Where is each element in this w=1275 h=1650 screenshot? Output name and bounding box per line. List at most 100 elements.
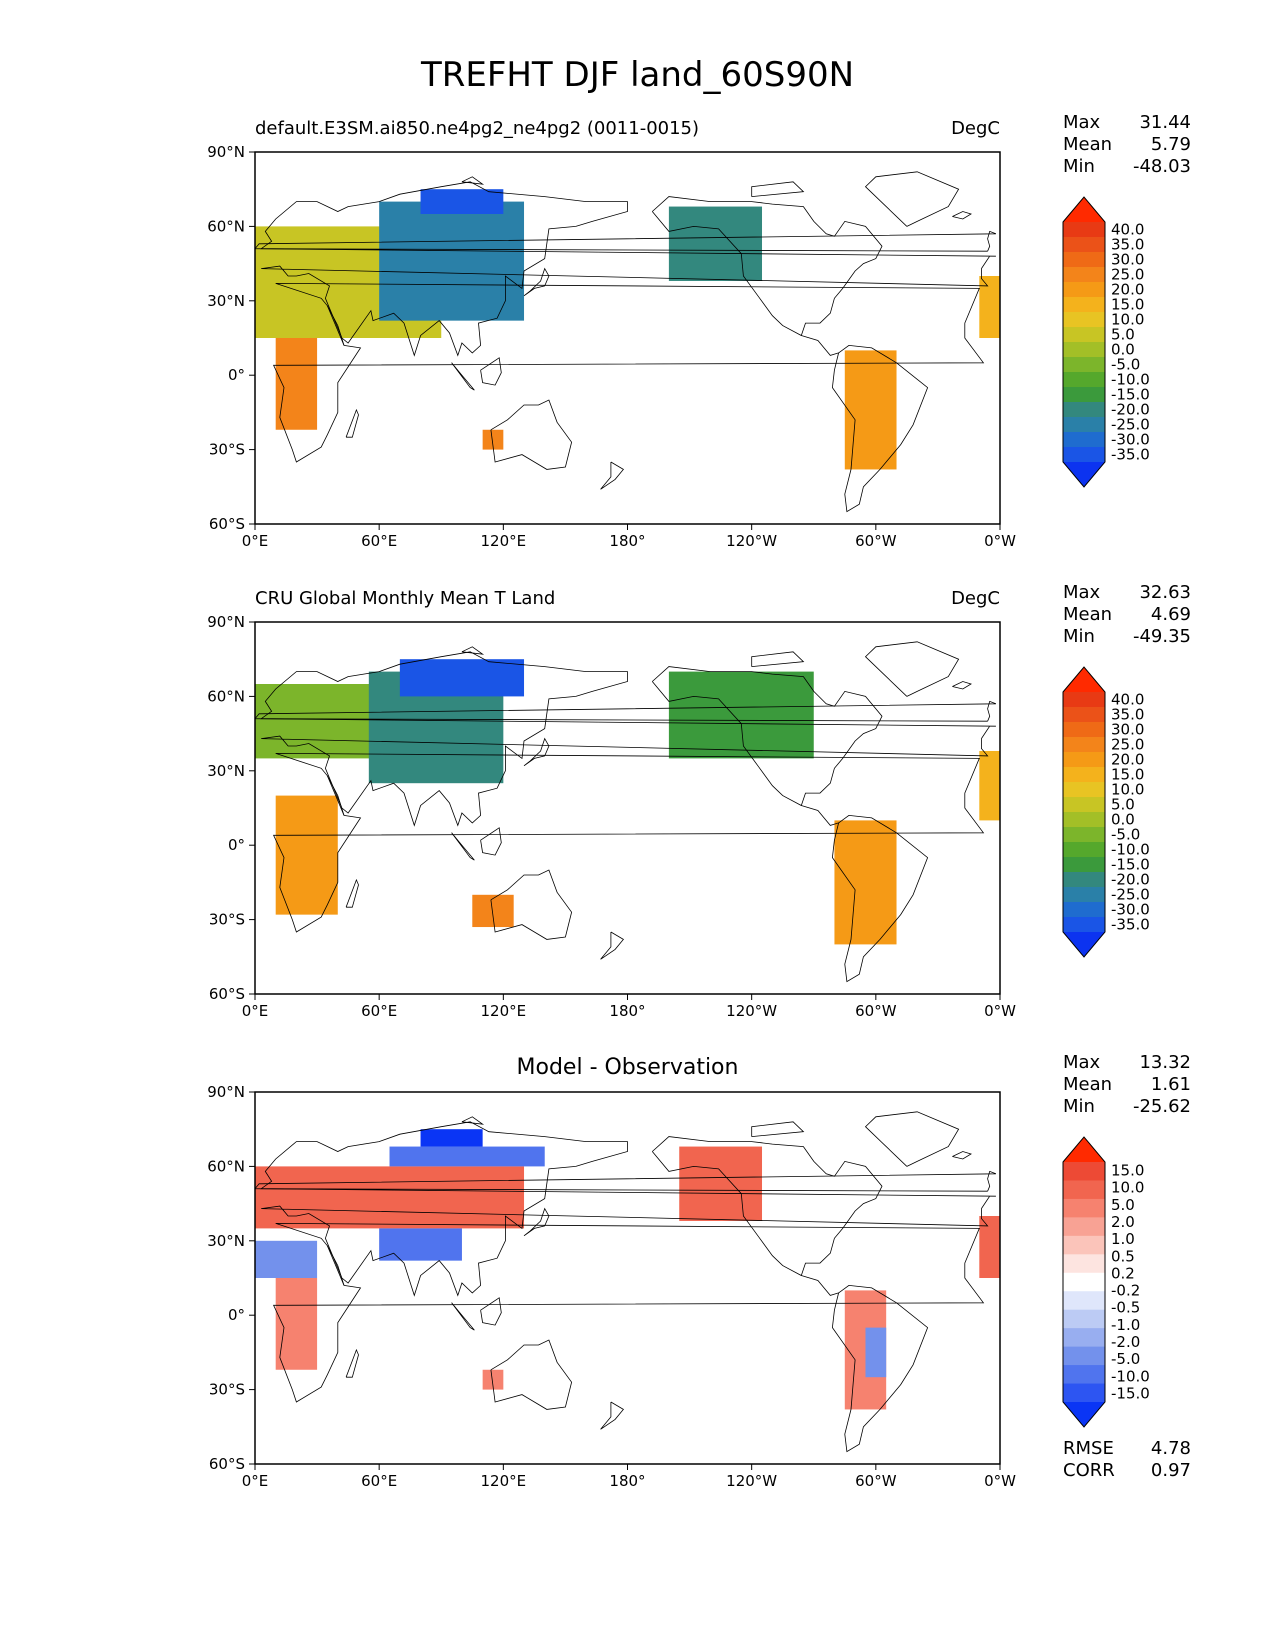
colorbar-label: -35.0: [1111, 446, 1150, 464]
coastline: [259, 651, 996, 827]
panel-units: DegC: [951, 588, 1000, 609]
panel-title-left: CRU Global Monthly Mean T Land: [255, 588, 556, 609]
colorbar-segment: [1063, 282, 1105, 298]
panel-title-center: Model - Observation: [516, 1055, 739, 1080]
colorbar-extend-bottom: [1063, 1402, 1105, 1427]
data-cell: [255, 1166, 525, 1229]
colorbar-label: -5.0: [1111, 1350, 1140, 1368]
panel-difference: Model - Observation Max 13.32 Mean 1.61 Mi…: [0, 0, 1275, 1481]
colorbar-segment: [1063, 1254, 1105, 1274]
y-tick-label: 90°N: [207, 613, 245, 631]
y-tick-label: 30°N: [207, 292, 245, 310]
data-cell: [472, 894, 514, 928]
colorbar-segment: [1063, 1162, 1105, 1181]
coastline: [523, 1207, 550, 1237]
colorbar-segment: [1063, 1180, 1105, 1200]
colorbar-segment: [1063, 737, 1105, 753]
colorbar-segment: [1063, 417, 1105, 433]
data-cell: [865, 1327, 887, 1378]
coastline: [831, 344, 929, 513]
stat-value: 0.97: [1150, 1460, 1191, 1481]
coastline: [327, 1245, 345, 1286]
x-tick-label: 60°W: [855, 532, 897, 550]
colorbar-segment: [1063, 432, 1105, 448]
colorbar-segment: [1063, 327, 1105, 343]
stats-block: Max 31.44 Mean 5.79 Min -48.03: [1063, 112, 1191, 178]
coastline: [480, 827, 502, 856]
colorbar-outline: [1062, 666, 1106, 958]
x-tick-label: 120°W: [726, 1472, 777, 1490]
coastline: [952, 1151, 972, 1160]
x-tick-label: 120°E: [481, 1002, 527, 1020]
data-cell: [979, 750, 1000, 821]
colorbar-segment: [1063, 722, 1105, 738]
colorbar-label: -30.0: [1111, 431, 1150, 449]
data-cell: [389, 1146, 545, 1167]
colorbar-segment: [1063, 297, 1105, 313]
colorbar-label: 40.0: [1111, 221, 1144, 239]
colorbar-label: 15.0: [1111, 296, 1144, 314]
stat-label: Max: [1063, 582, 1101, 603]
colorbar-outline: [1062, 196, 1106, 488]
y-tick-label: 60°N: [207, 1157, 245, 1175]
stat-label: Mean: [1063, 1074, 1113, 1095]
colorbar-label: -20.0: [1111, 871, 1150, 889]
coastline: [523, 267, 550, 297]
colorbar-segment: [1063, 812, 1105, 828]
colorbar-label: -35.0: [1111, 916, 1150, 934]
colorbar-extend-top: [1063, 1137, 1105, 1162]
data-cell: [979, 1216, 1000, 1278]
colorbar-segment: [1063, 252, 1105, 268]
figure-title: TREFHT DJF land_60S90N: [420, 55, 855, 95]
coastline: [751, 181, 805, 197]
data-cell: [482, 1369, 504, 1390]
panel-model: default.E3SM.ai850.ne4pg2_ne4pg2 (0011-0…: [0, 0, 1275, 470]
y-tick-label: 30°N: [207, 1232, 245, 1250]
coastline: [651, 1136, 883, 1277]
colorbar-label: 2.0: [1111, 1213, 1135, 1231]
colorbar-segment: [1063, 402, 1105, 418]
colorbar-label: -2.0: [1111, 1333, 1140, 1351]
data-cell: [379, 201, 525, 321]
coastline: [345, 1348, 359, 1378]
colorbar-segment: [1063, 842, 1105, 858]
colorbar-segment: [1063, 1272, 1105, 1292]
coastline: [600, 461, 625, 490]
coastline: [490, 1339, 573, 1410]
x-tick-label: 120°E: [481, 1472, 527, 1490]
stat-label: Min: [1063, 1096, 1095, 1117]
stat-value: -49.35: [1132, 626, 1191, 647]
y-tick-label: 60°N: [207, 687, 245, 705]
coastline: [272, 1223, 985, 1403]
colorbar-segment: [1063, 692, 1105, 708]
colorbar-label: -20.0: [1111, 401, 1150, 419]
colorbar-outline: [1062, 1136, 1106, 1428]
colorbar-label: 5.0: [1111, 326, 1135, 344]
colorbar-label: 10.0: [1111, 781, 1144, 799]
x-tick-label: 60°W: [855, 1472, 897, 1490]
data-cell: [834, 820, 897, 945]
data-cell: [420, 1129, 483, 1147]
coastline: [864, 1111, 960, 1167]
y-tick-label: 30°S: [209, 1381, 245, 1399]
x-tick-label: 0°E: [242, 1472, 269, 1490]
colorbar-segment: [1063, 1198, 1105, 1218]
coastline: [480, 1297, 502, 1326]
y-tick-label: 30°S: [209, 911, 245, 929]
colorbar-segment: [1063, 357, 1105, 373]
colorbar-segment: [1063, 267, 1105, 283]
coastline: [327, 305, 345, 346]
extra-stats-block: RMSE 4.78 CORR 0.97: [1063, 1438, 1191, 1482]
colorbar-segment: [1063, 1383, 1105, 1403]
coastline: [451, 1302, 475, 1331]
colorbar-label: -0.2: [1111, 1282, 1140, 1300]
colorbar-label: 1.0: [1111, 1230, 1135, 1248]
colorbar-segment: [1063, 447, 1105, 463]
stat-label: Mean: [1063, 134, 1113, 155]
stat-value: 31.44: [1139, 112, 1191, 133]
colorbar-label: -15.0: [1111, 856, 1150, 874]
data-cell: [379, 1228, 462, 1261]
coastline: [345, 408, 359, 438]
map-area: [255, 171, 1000, 513]
